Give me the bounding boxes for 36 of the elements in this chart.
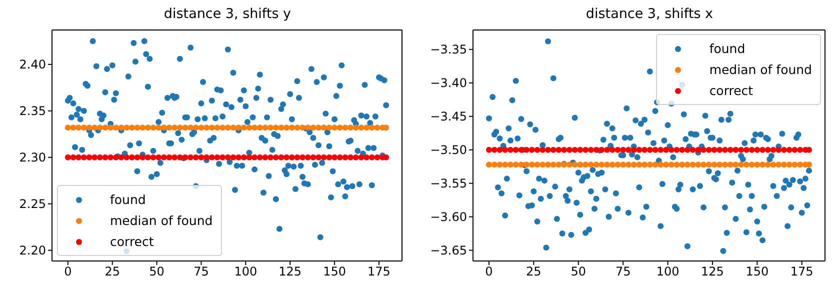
x-tick-label: 75	[615, 264, 631, 279]
x-tick-label: 150	[746, 264, 769, 279]
x-tick-label: 100	[234, 264, 258, 279]
x-tick-label: 25	[104, 264, 120, 279]
legend-label: found	[709, 40, 746, 58]
y-tick-label: −3.40	[430, 76, 467, 90]
x-tick-label: 150	[323, 264, 346, 279]
y-tick-label: 2.35	[19, 104, 46, 118]
chart-title: distance 3, shifts y	[162, 6, 292, 22]
y-tick-label: −3.45	[430, 110, 467, 124]
x-tick-label: 0	[64, 264, 72, 279]
y-tick-label: −3.55	[430, 176, 467, 191]
x-tick-label: 50	[149, 264, 164, 279]
x-tick-label: 25	[526, 264, 542, 279]
x-tick-label: 175	[368, 264, 390, 279]
x-tick-label: 125	[278, 264, 302, 279]
y-tick-label: −3.65	[430, 244, 467, 258]
x-tick-label: 0	[485, 264, 493, 279]
y-tick-label: −3.35	[430, 42, 467, 57]
legend-label: median of found	[110, 212, 213, 230]
y-tick-label: 2.30	[19, 150, 46, 165]
x-tick-label: 125	[701, 264, 724, 279]
x-tick-label: 50	[570, 264, 586, 279]
x-tick-label: 175	[790, 264, 814, 279]
y-tick-label: −3.60	[430, 210, 467, 224]
x-tick-label: 75	[194, 264, 209, 279]
y-tick-label: 2.25	[19, 197, 46, 212]
y-tick-label: 2.40	[19, 58, 46, 72]
chart-title: distance 3, shifts x	[584, 6, 714, 22]
legend-label: correct	[709, 82, 754, 100]
y-tick-label: −3.50	[430, 143, 467, 158]
legend-label: median of found	[709, 61, 812, 79]
y-tick-label: 2.20	[19, 244, 46, 258]
x-tick-label: 100	[656, 264, 680, 279]
legend-label: correct	[110, 233, 154, 251]
legend-label: found	[110, 191, 146, 209]
